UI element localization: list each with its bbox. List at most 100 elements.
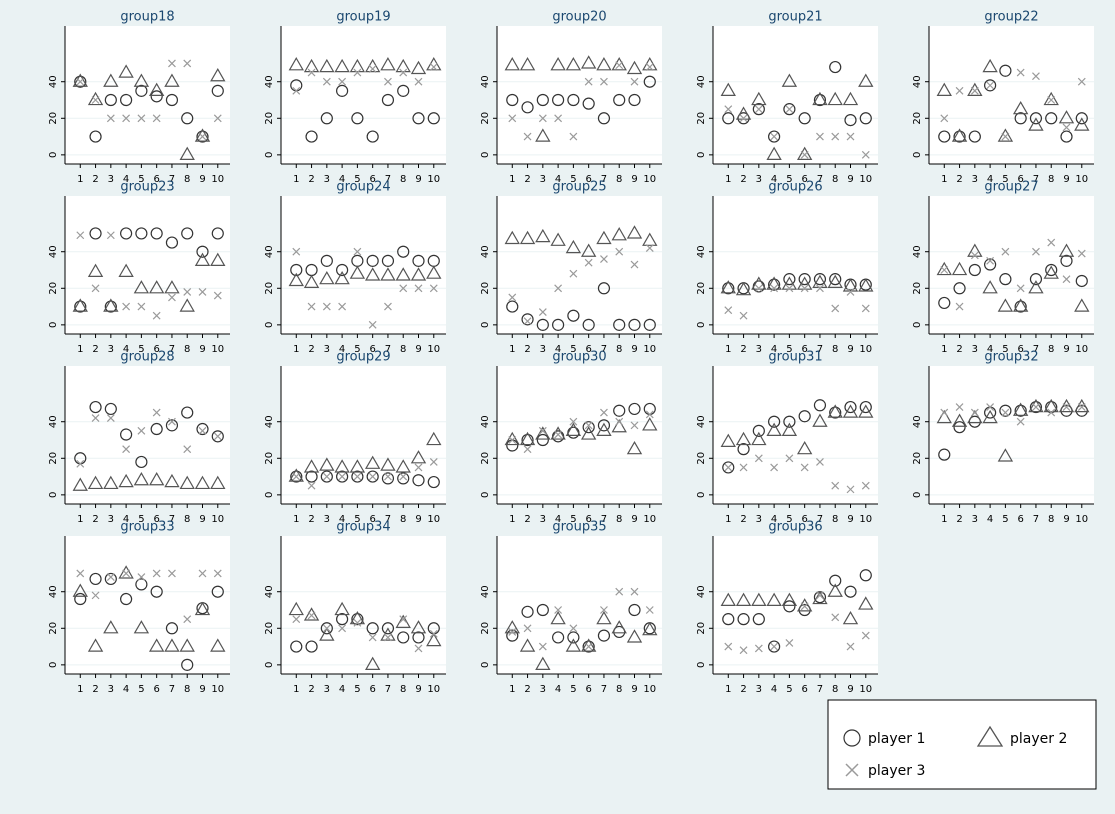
point: [567, 93, 580, 107]
point: [152, 569, 161, 578]
point: [752, 424, 765, 437]
panel: group27 0 20 40 1 2 3 4 5 6 7 8 9 10: [912, 180, 1094, 355]
point: [196, 245, 209, 258]
point: [353, 618, 362, 627]
point: [334, 58, 350, 73]
point: [429, 458, 438, 466]
x-tick-label: 1: [77, 514, 83, 525]
point: [535, 228, 551, 243]
point: [303, 607, 320, 621]
x-tick-label: 3: [972, 344, 978, 355]
y-tick-label: 40: [912, 245, 923, 258]
x-tick-label: 6: [585, 344, 591, 355]
y-tick-label: 20: [264, 112, 275, 125]
point: [997, 448, 1014, 462]
point: [1012, 402, 1029, 416]
point: [940, 114, 949, 123]
point: [1001, 247, 1010, 256]
x-tick-label: 6: [153, 684, 159, 695]
x-tick-label: 9: [847, 344, 853, 355]
point: [1062, 123, 1071, 132]
point: [550, 57, 566, 71]
point: [554, 284, 563, 293]
point: [967, 82, 983, 97]
point: [397, 631, 410, 644]
x-tick-label: 3: [972, 174, 978, 185]
panel-title: group18: [120, 10, 174, 25]
point: [535, 656, 551, 671]
point: [611, 227, 627, 241]
point: [320, 254, 333, 267]
point: [844, 400, 857, 414]
point: [1032, 247, 1040, 256]
point: [986, 403, 995, 412]
point: [536, 93, 549, 107]
point: [569, 132, 578, 141]
plot-area: [497, 196, 662, 334]
point: [827, 583, 843, 597]
y-tick-label: 40: [48, 75, 59, 88]
point: [521, 313, 534, 326]
point: [168, 569, 176, 578]
point: [770, 132, 779, 141]
point: [645, 63, 654, 72]
point: [831, 304, 840, 313]
point: [397, 84, 410, 97]
x-tick-label: 6: [369, 684, 375, 695]
point: [613, 318, 626, 331]
point: [550, 610, 566, 625]
x-tick-label: 10: [211, 344, 224, 355]
y-tick-label: 20: [696, 112, 707, 125]
point: [211, 585, 224, 598]
point: [829, 60, 842, 74]
point: [288, 601, 304, 616]
point: [76, 459, 85, 468]
x-tick-label: 10: [859, 514, 872, 525]
x-tick-label: 7: [817, 174, 823, 185]
x-tick-label: 10: [427, 174, 440, 185]
point: [213, 569, 222, 578]
y-tick-label: 20: [696, 452, 707, 465]
point: [951, 128, 968, 142]
point: [831, 481, 840, 490]
y-tick-label: 0: [696, 152, 707, 158]
point: [152, 311, 161, 320]
point: [800, 602, 809, 611]
point: [414, 463, 423, 472]
panel: group28 0 20 40 1 2 3 4 5 6 7 8 9 10: [48, 350, 230, 525]
x-tick-label: 1: [77, 684, 83, 695]
point: [148, 280, 165, 294]
point: [800, 150, 809, 159]
point: [1075, 274, 1088, 288]
panel-title: group31: [768, 350, 822, 365]
point: [645, 606, 654, 614]
point: [148, 638, 165, 652]
point: [584, 258, 593, 267]
y-tick-label: 20: [48, 622, 59, 635]
point: [628, 93, 641, 107]
point: [76, 569, 85, 578]
point: [842, 404, 859, 418]
point: [1028, 280, 1044, 294]
point: [381, 622, 395, 635]
point: [844, 114, 857, 127]
point: [597, 282, 611, 295]
x-tick-label: 8: [400, 514, 406, 525]
point: [831, 132, 840, 141]
point: [796, 276, 813, 290]
point: [133, 620, 150, 634]
x-tick-label: 6: [585, 174, 591, 185]
point: [288, 272, 304, 287]
x-tick-label: 10: [427, 514, 440, 525]
panel-title: group25: [552, 180, 606, 195]
point: [198, 132, 207, 141]
x-tick-label: 8: [400, 174, 406, 185]
point: [735, 281, 752, 296]
point: [368, 633, 377, 642]
point: [596, 422, 612, 437]
point: [781, 276, 798, 290]
x-tick-label: 4: [123, 514, 129, 525]
y-tick-label: 0: [480, 322, 491, 328]
point: [89, 227, 102, 240]
